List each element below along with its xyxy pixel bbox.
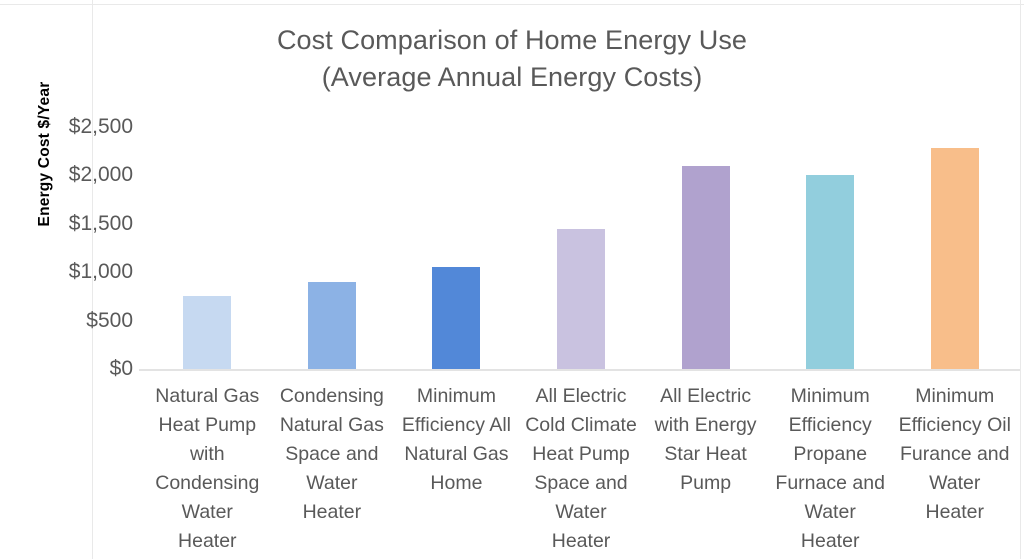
- bar[interactable]: [307, 281, 356, 369]
- x-axis-category-labels: Natural Gas Heat Pump with Condensing Wa…: [145, 382, 1017, 557]
- page-gridline: [1020, 0, 1021, 559]
- bar[interactable]: [183, 296, 232, 369]
- y-axis-tick-label: $2,500: [68, 115, 133, 138]
- y-axis-tick-label: $0: [109, 357, 133, 380]
- bar[interactable]: [930, 148, 979, 369]
- y-axis-tick-labels: $2,500 $2,000 $1,500 $1,000 $500 $0: [0, 0, 133, 559]
- x-axis-category-label: Minimum Efficiency Oil Furance and Water…: [898, 385, 1011, 523]
- x-axis-category-label: All Electric with Energy Star Heat Pump: [654, 385, 757, 494]
- x-axis-category-label: Natural Gas Heat Pump with Condensing Wa…: [155, 385, 260, 552]
- x-axis-category-label: Minimum Efficiency All Natural Gas Home: [401, 385, 511, 494]
- x-axis-category-label: All Electric Cold Climate Heat Pump Spac…: [525, 385, 637, 552]
- chart-title-line2: (Average Annual Energy Costs): [321, 62, 703, 92]
- bar[interactable]: [432, 267, 481, 369]
- bar[interactable]: [681, 165, 730, 369]
- bar[interactable]: [557, 228, 605, 369]
- x-axis-line: [139, 369, 1020, 371]
- chart-title-line1: Cost Comparison of Home Energy Use: [276, 25, 748, 55]
- chart-title: Cost Comparison of Home Energy Use (Aver…: [0, 22, 1024, 96]
- bar[interactable]: [806, 175, 855, 369]
- y-axis-tick-label: $1,000: [68, 260, 133, 284]
- page-gridline: [0, 4, 1024, 5]
- y-axis-tick-label: $2,000: [68, 163, 133, 187]
- x-axis-category-label: Condensing Natural Gas Space and Water H…: [279, 385, 384, 523]
- x-axis-category-label: Minimum Efficiency Propane Furnace and W…: [775, 385, 885, 552]
- y-axis-tick-label: $500: [86, 308, 133, 332]
- y-axis-tick-label: $1,500: [68, 211, 133, 235]
- page-gridline: [92, 0, 93, 559]
